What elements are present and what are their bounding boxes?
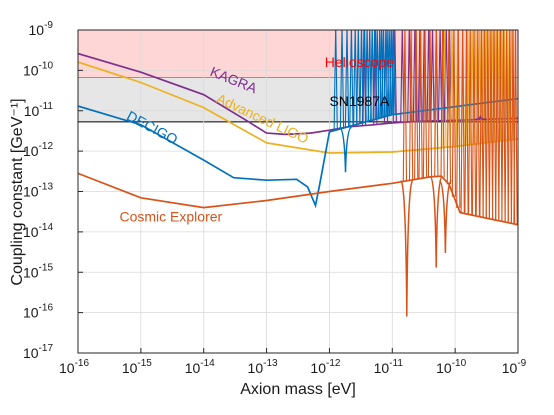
y-tick-label: 10-16 [23, 303, 53, 321]
resonance-cosmic-explorer [451, 30, 457, 197]
resonance-kagra [437, 30, 443, 121]
resonance-cosmic-explorer [414, 30, 419, 180]
resonance-decigo [344, 30, 350, 128]
resonance-kagra [400, 30, 405, 123]
dip-decigo [339, 126, 352, 173]
x-tick-label: 10-9 [502, 358, 527, 376]
resonance-decigo [391, 30, 396, 115]
resonance-decigo [359, 30, 364, 124]
resonance-kagra [430, 30, 435, 121]
x-tick-label: 10-11 [374, 358, 404, 376]
resonance-cosmic-explorer [479, 30, 484, 218]
resonance-kagra [392, 30, 397, 123]
resonance-cosmic-explorer [456, 30, 461, 208]
dip-cosmic-explorer [438, 179, 453, 254]
y-tick-label: 10-9 [29, 20, 54, 38]
x-tick-label: 10-16 [59, 358, 89, 376]
resonance-cosmic-explorer [501, 30, 506, 222]
y-tick-label: 10-11 [24, 101, 54, 119]
resonance-cosmic-explorer [498, 30, 503, 222]
resonance-cosmic-explorer [418, 30, 423, 179]
resonance-cosmic-explorer [434, 30, 439, 177]
y-tick-label: 10-15 [23, 262, 53, 280]
dip-cosmic-explorer [429, 175, 443, 268]
resonance-decigo [339, 30, 345, 129]
y-tick-label: 10-10 [23, 60, 53, 78]
x-axis-label: Axion mass [eV] [240, 381, 356, 398]
curve-advanced-ligo [78, 61, 518, 154]
label-helioscope: Helioscope [325, 54, 394, 70]
resonance-cosmic-explorer [488, 30, 494, 220]
dip-kagra [474, 114, 487, 121]
y-axis-label: Coupling constant [GeV⁻¹] [9, 98, 26, 285]
y-tick-label: 10-13 [23, 182, 53, 200]
y-tick-label: 10-14 [23, 222, 53, 240]
resonance-cosmic-explorer [513, 30, 518, 225]
dip-cosmic-explorer [400, 180, 414, 317]
resonance-cosmic-explorer [504, 30, 509, 223]
resonance-decigo [349, 30, 354, 126]
sensitivity-curves [78, 30, 518, 317]
resonance-cosmic-explorer [460, 30, 465, 214]
resonance-cosmic-explorer [464, 30, 469, 214]
resonance-cosmic-explorer [482, 30, 487, 218]
x-tick-label: 10-12 [310, 358, 340, 376]
y-tick-label: 10-12 [23, 141, 53, 159]
label-sn1987a: SN1987A [329, 93, 390, 109]
resonance-cosmic-explorer [408, 30, 414, 181]
x-tick-label: 10-10 [436, 358, 466, 376]
label-cosmic-explorer: Cosmic Explorer [119, 209, 222, 225]
resonance-cosmic-explorer [471, 30, 477, 216]
resonance-cosmic-explorer [507, 30, 512, 224]
resonance-decigo [353, 30, 358, 125]
x-tick-label: 10-14 [185, 358, 215, 376]
resonance-cosmic-explorer [402, 30, 408, 182]
resonance-decigo [333, 30, 338, 131]
y-tick-label: 10-17 [23, 343, 53, 361]
resonance-cosmic-explorer [491, 30, 497, 220]
resonance-cosmic-explorer [475, 30, 480, 217]
resonance-cosmic-explorer [446, 30, 452, 185]
resonance-cosmic-explorer [495, 30, 500, 221]
x-tick-label: 10-15 [122, 358, 152, 376]
resonance-cosmic-explorer [485, 30, 490, 219]
curve-decigo [78, 97, 518, 209]
resonance-cosmic-explorer [422, 30, 428, 178]
x-tick-label: 10-13 [248, 358, 278, 376]
resonance-cosmic-explorer [440, 30, 445, 178]
resonance-decigo [356, 30, 361, 124]
resonance-cosmic-explorer [468, 30, 473, 215]
resonance-cosmic-explorer [427, 30, 433, 177]
